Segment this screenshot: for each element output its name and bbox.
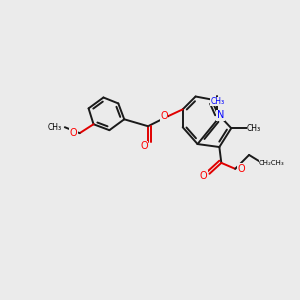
Text: O: O — [200, 171, 207, 181]
Text: O: O — [140, 141, 148, 151]
Text: O: O — [70, 128, 77, 138]
Text: CH₃: CH₃ — [247, 124, 261, 133]
Text: CH₂CH₃: CH₂CH₃ — [259, 160, 285, 166]
Text: O: O — [160, 111, 168, 121]
Text: CH₃: CH₃ — [48, 123, 62, 132]
Text: CH₃: CH₃ — [210, 97, 224, 106]
Text: O: O — [237, 164, 245, 174]
Text: N: N — [217, 110, 224, 120]
